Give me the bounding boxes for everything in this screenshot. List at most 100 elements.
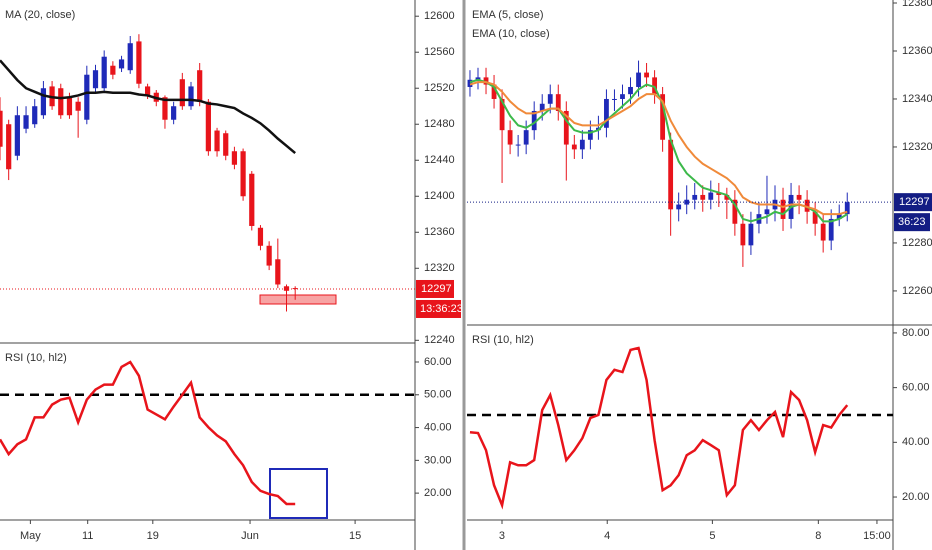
candle-body <box>101 56 107 89</box>
x-tick-label: 15 <box>349 530 361 542</box>
candle-body <box>23 115 29 129</box>
candle-body <box>197 70 203 102</box>
candle-body <box>539 103 545 111</box>
x-tick-label: 19 <box>147 530 159 542</box>
candle-body <box>179 79 185 107</box>
candle-body <box>110 65 116 75</box>
candle-body <box>796 194 802 200</box>
rsi-line <box>469 346 849 510</box>
last-price-label: 12297 <box>899 196 930 208</box>
candle-body <box>483 77 489 85</box>
candle-body <box>804 199 810 212</box>
candle-body <box>571 144 577 150</box>
candle-body <box>515 144 521 146</box>
candle-body <box>467 79 473 87</box>
candle-body <box>628 86 633 95</box>
y-tick-label: 12520 <box>424 82 455 94</box>
last-price-box <box>894 193 932 212</box>
candle-body <box>531 110 537 131</box>
candle-body <box>491 84 497 99</box>
legend-entry: MA (20, close) <box>5 9 75 21</box>
candle-body <box>692 194 698 200</box>
y-tick-label: 12360 <box>902 45 932 57</box>
candle-body <box>257 227 264 246</box>
candle-body <box>547 94 553 104</box>
candle-body <box>523 130 529 145</box>
y-tick-label: 20.00 <box>424 487 452 499</box>
candle-body <box>292 288 298 290</box>
y-tick-label: 40.00 <box>902 436 930 448</box>
candle-body <box>84 74 90 120</box>
candle-body <box>118 59 125 69</box>
candle-body <box>604 98 609 128</box>
y-tick-label: 12280 <box>902 237 932 249</box>
candle-body <box>620 94 625 99</box>
candle-body <box>652 77 658 95</box>
candle-body <box>507 130 513 145</box>
candle-body <box>283 286 290 291</box>
candle-body <box>555 94 561 111</box>
legend-entry: EMA (10, close) <box>472 28 550 40</box>
candle-body <box>266 245 272 266</box>
candle-body <box>748 223 754 246</box>
y-tick-label: 60.00 <box>902 382 930 394</box>
candle-body <box>188 86 194 107</box>
indicator-line <box>469 78 848 223</box>
candle-body <box>844 202 850 215</box>
candle-body <box>740 223 746 246</box>
candle-body <box>724 194 730 200</box>
y-tick-label: 12240 <box>424 334 455 346</box>
candle-body <box>764 209 770 215</box>
x-tick-label: 3 <box>499 530 505 542</box>
candle-body <box>249 173 255 226</box>
candle-body <box>708 192 714 200</box>
indicator-line <box>469 81 848 216</box>
candle-body <box>205 101 211 152</box>
candle-body <box>636 72 641 87</box>
x-tick-label: 11 <box>82 530 93 542</box>
x-tick-label: 5 <box>709 530 715 542</box>
candle-body <box>499 98 505 131</box>
last-price-box <box>416 279 454 298</box>
candle-body <box>6 124 12 170</box>
candle-body <box>579 139 585 150</box>
countdown-label: 36:23 <box>898 216 926 228</box>
y-tick-label: 80.00 <box>902 327 930 339</box>
indicator-line <box>0 59 296 155</box>
candle-body <box>563 110 569 145</box>
candle-body <box>223 133 229 156</box>
candle-body <box>668 139 674 210</box>
legend-entry: EMA (5, close) <box>472 9 544 21</box>
y-tick-label: 12480 <box>424 118 455 130</box>
candle-body <box>660 94 666 140</box>
y-tick-label: 12360 <box>424 226 455 238</box>
candle-body <box>716 192 722 195</box>
y-tick-label: 50.00 <box>424 389 452 401</box>
candle-body <box>780 199 786 219</box>
candle-body <box>644 72 649 78</box>
last-price-label: 12297 <box>421 283 452 295</box>
candle-body <box>214 130 220 152</box>
candle-body <box>144 86 151 96</box>
candle-body <box>32 106 38 125</box>
y-tick-label: 40.00 <box>424 421 452 433</box>
highlight-box <box>259 294 337 305</box>
candle-body <box>587 130 593 140</box>
candle-body <box>127 43 133 71</box>
rsi-line <box>0 360 296 506</box>
candle-body <box>812 211 818 224</box>
pane <box>0 360 415 506</box>
y-tick-label: 60.00 <box>424 356 452 368</box>
candle-body <box>732 199 738 224</box>
y-tick-label: 12560 <box>424 46 455 58</box>
pane <box>467 346 893 510</box>
pane-title: RSI (10, hl2) <box>472 334 534 346</box>
candle-body <box>240 151 246 197</box>
candle-body <box>162 97 168 120</box>
y-tick-label: 12320 <box>424 262 455 274</box>
x-tick-label: 8 <box>815 530 821 542</box>
candle-body <box>14 115 20 156</box>
pane <box>0 34 415 312</box>
